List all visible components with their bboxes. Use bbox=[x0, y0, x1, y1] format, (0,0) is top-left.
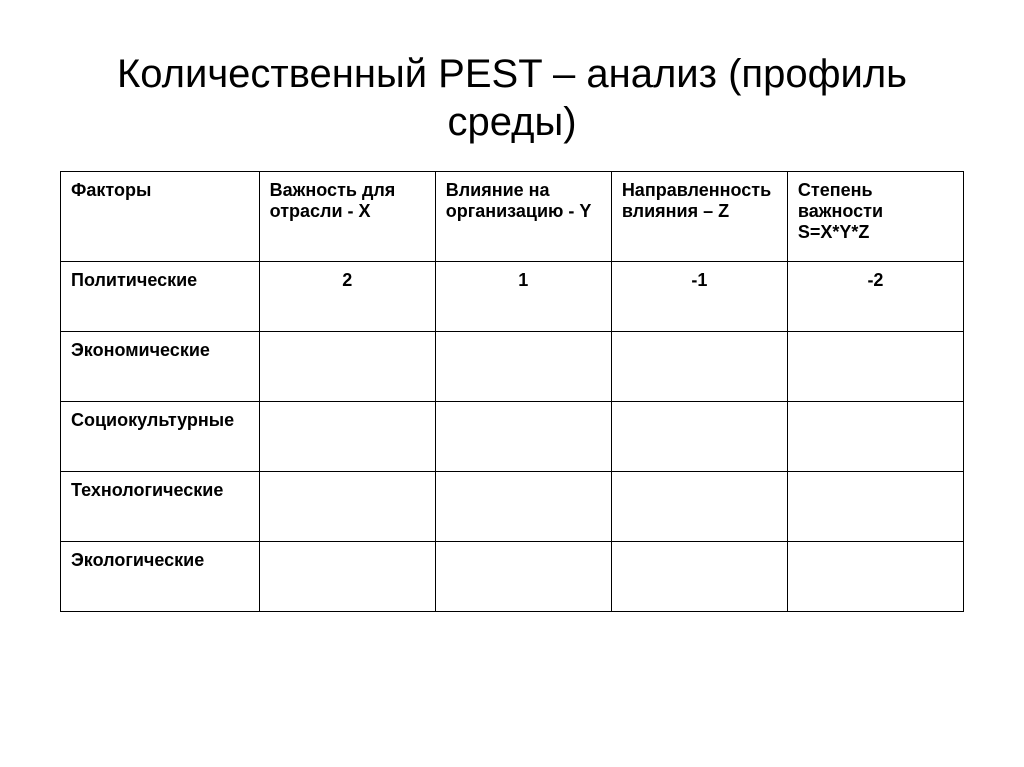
cell-x bbox=[259, 542, 435, 612]
table-row: Экономические bbox=[61, 332, 964, 402]
header-degree-line1: Степень важности bbox=[798, 180, 883, 221]
header-direction-z: Направленность влияния – Z bbox=[611, 172, 787, 262]
cell-x bbox=[259, 402, 435, 472]
cell-s bbox=[787, 472, 963, 542]
table-row: Политические 2 1 -1 -2 bbox=[61, 262, 964, 332]
pest-analysis-table: Факторы Важность для отрасли - X Влияние… bbox=[60, 171, 964, 612]
header-degree-s: Степень важности S=X*Y*Z bbox=[787, 172, 963, 262]
header-degree-line2: S=X*Y*Z bbox=[798, 222, 870, 242]
cell-y: 1 bbox=[435, 262, 611, 332]
cell-s bbox=[787, 332, 963, 402]
cell-factor: Социокультурные bbox=[61, 402, 260, 472]
cell-factor: Экологические bbox=[61, 542, 260, 612]
cell-z bbox=[611, 472, 787, 542]
cell-s bbox=[787, 542, 963, 612]
cell-x bbox=[259, 332, 435, 402]
header-importance-x: Важность для отрасли - X bbox=[259, 172, 435, 262]
cell-y bbox=[435, 402, 611, 472]
page-title: Количественный PEST – анализ (профиль ср… bbox=[60, 50, 964, 146]
cell-y bbox=[435, 472, 611, 542]
cell-z bbox=[611, 402, 787, 472]
cell-z bbox=[611, 332, 787, 402]
cell-y bbox=[435, 332, 611, 402]
cell-factor: Экономические bbox=[61, 332, 260, 402]
table-row: Экологические bbox=[61, 542, 964, 612]
cell-z bbox=[611, 542, 787, 612]
table-header-row: Факторы Важность для отрасли - X Влияние… bbox=[61, 172, 964, 262]
cell-s: -2 bbox=[787, 262, 963, 332]
cell-x: 2 bbox=[259, 262, 435, 332]
cell-z: -1 bbox=[611, 262, 787, 332]
table-row: Технологические bbox=[61, 472, 964, 542]
cell-s bbox=[787, 402, 963, 472]
cell-x bbox=[259, 472, 435, 542]
cell-factor: Политические bbox=[61, 262, 260, 332]
header-factors: Факторы bbox=[61, 172, 260, 262]
cell-y bbox=[435, 542, 611, 612]
header-influence-y: Влияние на организацию - Y bbox=[435, 172, 611, 262]
cell-factor: Технологические bbox=[61, 472, 260, 542]
table-row: Социокультурные bbox=[61, 402, 964, 472]
